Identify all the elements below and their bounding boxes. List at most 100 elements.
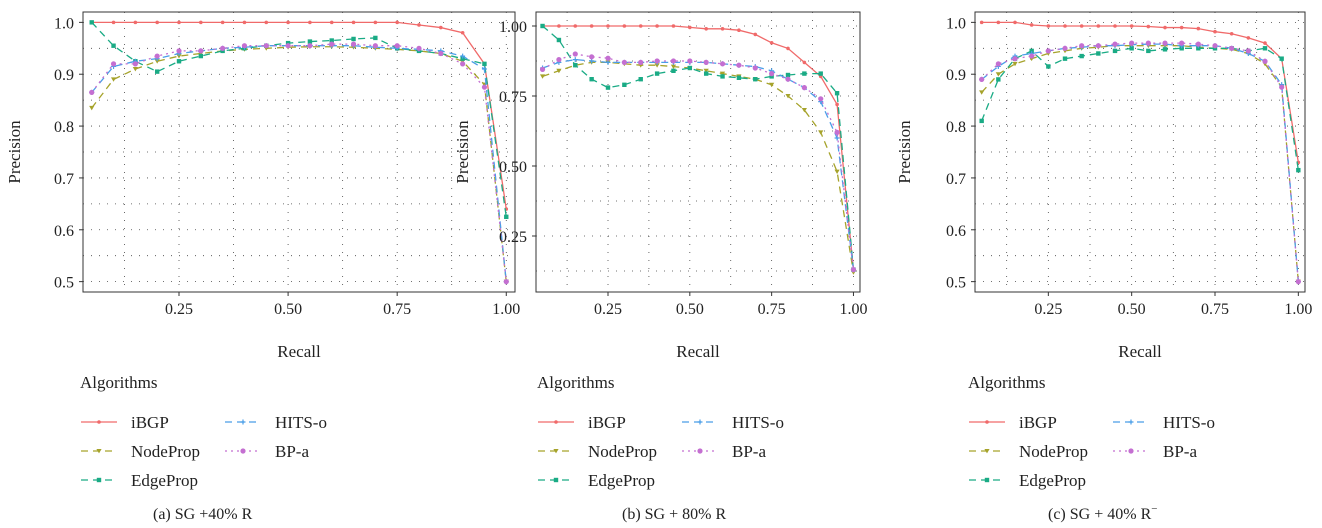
data-point	[834, 169, 840, 174]
data-point	[198, 53, 204, 59]
data-point	[89, 20, 94, 25]
data-point	[753, 32, 758, 37]
data-point	[1145, 40, 1151, 46]
panel-caption: (a) SG +40% R	[153, 506, 253, 523]
data-point	[481, 66, 487, 72]
data-point	[481, 84, 488, 90]
legend-swatch-marker	[96, 477, 102, 483]
data-point	[155, 20, 159, 25]
data-point	[1262, 46, 1268, 51]
x-tick-label: 0.75	[1201, 301, 1229, 318]
data-point	[329, 38, 334, 43]
data-point	[1129, 46, 1134, 51]
data-point	[154, 59, 160, 64]
data-point	[638, 59, 644, 65]
data-point	[769, 74, 774, 79]
data-point	[110, 61, 117, 67]
series-BP-a	[89, 41, 509, 285]
series-line	[542, 58, 855, 270]
data-point	[1163, 25, 1167, 30]
data-point	[572, 57, 578, 63]
data-point	[556, 68, 562, 74]
data-point	[439, 25, 443, 30]
data-point	[416, 45, 422, 51]
legend-swatch-marker	[240, 448, 246, 454]
series-line	[981, 42, 1299, 282]
data-point	[979, 90, 985, 95]
legend-label: EdgeProp	[1019, 471, 1086, 490]
data-point	[460, 53, 466, 59]
data-point	[979, 20, 984, 25]
data-point	[1229, 45, 1235, 51]
data-point	[1079, 43, 1085, 49]
data-point	[1112, 48, 1118, 54]
panel-caption-text: (c) SG + 40% R	[1048, 506, 1152, 523]
y-axis-label: Precision	[453, 120, 472, 184]
data-point	[1046, 24, 1051, 28]
data-point	[671, 68, 676, 73]
y-axis-label: Precision	[895, 120, 914, 184]
legend-swatch-marker	[984, 477, 990, 483]
x-tick-label: 0.50	[1118, 301, 1146, 318]
data-point	[395, 20, 399, 25]
x-axis-label: Recall	[277, 342, 321, 361]
series-line	[981, 47, 1299, 171]
legend-label: BP-a	[732, 442, 766, 461]
data-point	[704, 27, 708, 31]
data-point	[1062, 45, 1068, 51]
legend-label: NodeProp	[131, 442, 200, 461]
data-point	[1013, 20, 1017, 25]
data-point	[589, 54, 595, 60]
data-point	[1279, 84, 1285, 90]
legend-swatch-marker	[553, 477, 559, 483]
data-point	[703, 59, 709, 65]
data-point	[1162, 47, 1168, 52]
data-point	[1146, 24, 1151, 29]
legend: Algorithms iBGP NodeProp EdgeProp HITS-o BP-a	[537, 373, 784, 490]
data-point	[176, 59, 182, 64]
x-tick-label: 0.25	[594, 301, 622, 318]
series-line	[542, 25, 855, 270]
data-point	[573, 24, 578, 28]
data-point	[1195, 41, 1201, 47]
data-point	[307, 43, 313, 49]
data-point	[460, 30, 465, 35]
data-point	[373, 35, 378, 41]
data-point	[1179, 25, 1184, 30]
data-point	[154, 69, 160, 74]
data-point	[417, 23, 421, 27]
data-point	[1046, 64, 1051, 69]
data-point	[242, 20, 247, 25]
data-point	[482, 61, 487, 67]
data-point	[1212, 43, 1218, 49]
data-point	[769, 41, 774, 45]
data-point	[606, 24, 610, 28]
data-point	[996, 20, 1001, 25]
data-point	[1029, 48, 1034, 54]
series-line	[91, 45, 507, 282]
panel-caption-text: (b) SG + 80% R	[622, 506, 726, 523]
data-point	[556, 57, 562, 63]
data-point	[753, 77, 758, 82]
data-point	[638, 24, 643, 28]
data-point	[736, 62, 742, 68]
data-point	[785, 76, 791, 82]
data-point	[263, 43, 269, 49]
series-line	[91, 46, 507, 282]
data-point	[1062, 56, 1068, 61]
y-tick-label: 0.8	[54, 119, 74, 136]
data-point	[802, 60, 807, 65]
legend: Algorithms iBGP NodeProp EdgeProp HITS-o BP-a	[968, 373, 1215, 490]
series-line	[91, 21, 507, 217]
data-point	[1095, 43, 1101, 49]
x-tick-label: 0.50	[274, 301, 302, 318]
data-point	[1279, 56, 1284, 61]
x-tick-label: 1.00	[1284, 301, 1312, 318]
data-point	[737, 28, 741, 32]
data-point	[979, 118, 984, 124]
data-point	[834, 129, 840, 135]
data-point	[1045, 48, 1051, 54]
data-point	[373, 20, 378, 25]
x-axis-label: Recall	[676, 342, 720, 361]
